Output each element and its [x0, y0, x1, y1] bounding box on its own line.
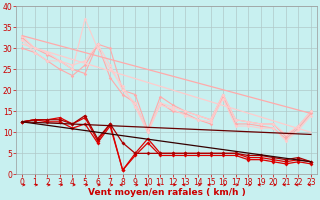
X-axis label: Vent moyen/en rafales ( km/h ): Vent moyen/en rafales ( km/h )	[88, 188, 245, 197]
